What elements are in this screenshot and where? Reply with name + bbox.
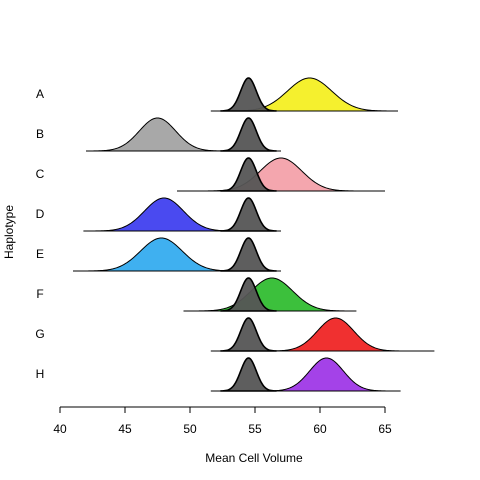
x-tick-label: 45 — [118, 422, 132, 436]
ridge-F — [183, 277, 357, 312]
reference-density — [220, 317, 277, 352]
y-axis-label: Haplotype — [2, 205, 16, 259]
reference-density — [220, 237, 277, 272]
row-label-H: H — [36, 367, 45, 381]
density-F — [198, 277, 346, 312]
x-ticks: 40 45 50 55 60 65 — [53, 407, 392, 436]
reference-density — [220, 357, 277, 392]
x-tick-label: 55 — [248, 422, 262, 436]
reference-density — [220, 157, 277, 192]
ridge-C — [177, 157, 385, 192]
row-label-B: B — [36, 127, 44, 141]
ridges — [73, 77, 435, 392]
row-label-G: G — [35, 327, 44, 341]
x-tick-label: 50 — [183, 422, 197, 436]
ridge-G — [210, 317, 435, 352]
density-C — [207, 157, 355, 192]
reference-density — [220, 117, 277, 152]
ridge-A — [210, 77, 398, 112]
row-label-F: F — [36, 287, 43, 301]
density-H — [266, 357, 387, 392]
ridge-B — [86, 117, 281, 152]
x-tick-label: 60 — [313, 422, 327, 436]
density-G — [271, 317, 400, 352]
x-tick-label: 40 — [53, 422, 67, 436]
density-B — [93, 117, 222, 152]
row-labels: A B C D E F G H — [35, 87, 44, 381]
ridge-H — [210, 357, 401, 392]
row-label-A: A — [36, 87, 44, 101]
ridge-D — [83, 197, 281, 232]
x-tick-label: 65 — [378, 422, 392, 436]
reference-density — [220, 77, 277, 112]
x-axis-label: Mean Cell Volume — [205, 451, 303, 465]
density-E — [88, 237, 235, 272]
row-label-D: D — [36, 207, 45, 221]
row-label-C: C — [36, 167, 45, 181]
x-axis: 40 45 50 55 60 65 — [53, 406, 392, 436]
row-label-E: E — [36, 247, 44, 261]
ridge-E — [73, 237, 281, 272]
reference-density — [220, 197, 277, 232]
density-D — [95, 197, 233, 232]
reference-density — [220, 277, 277, 312]
